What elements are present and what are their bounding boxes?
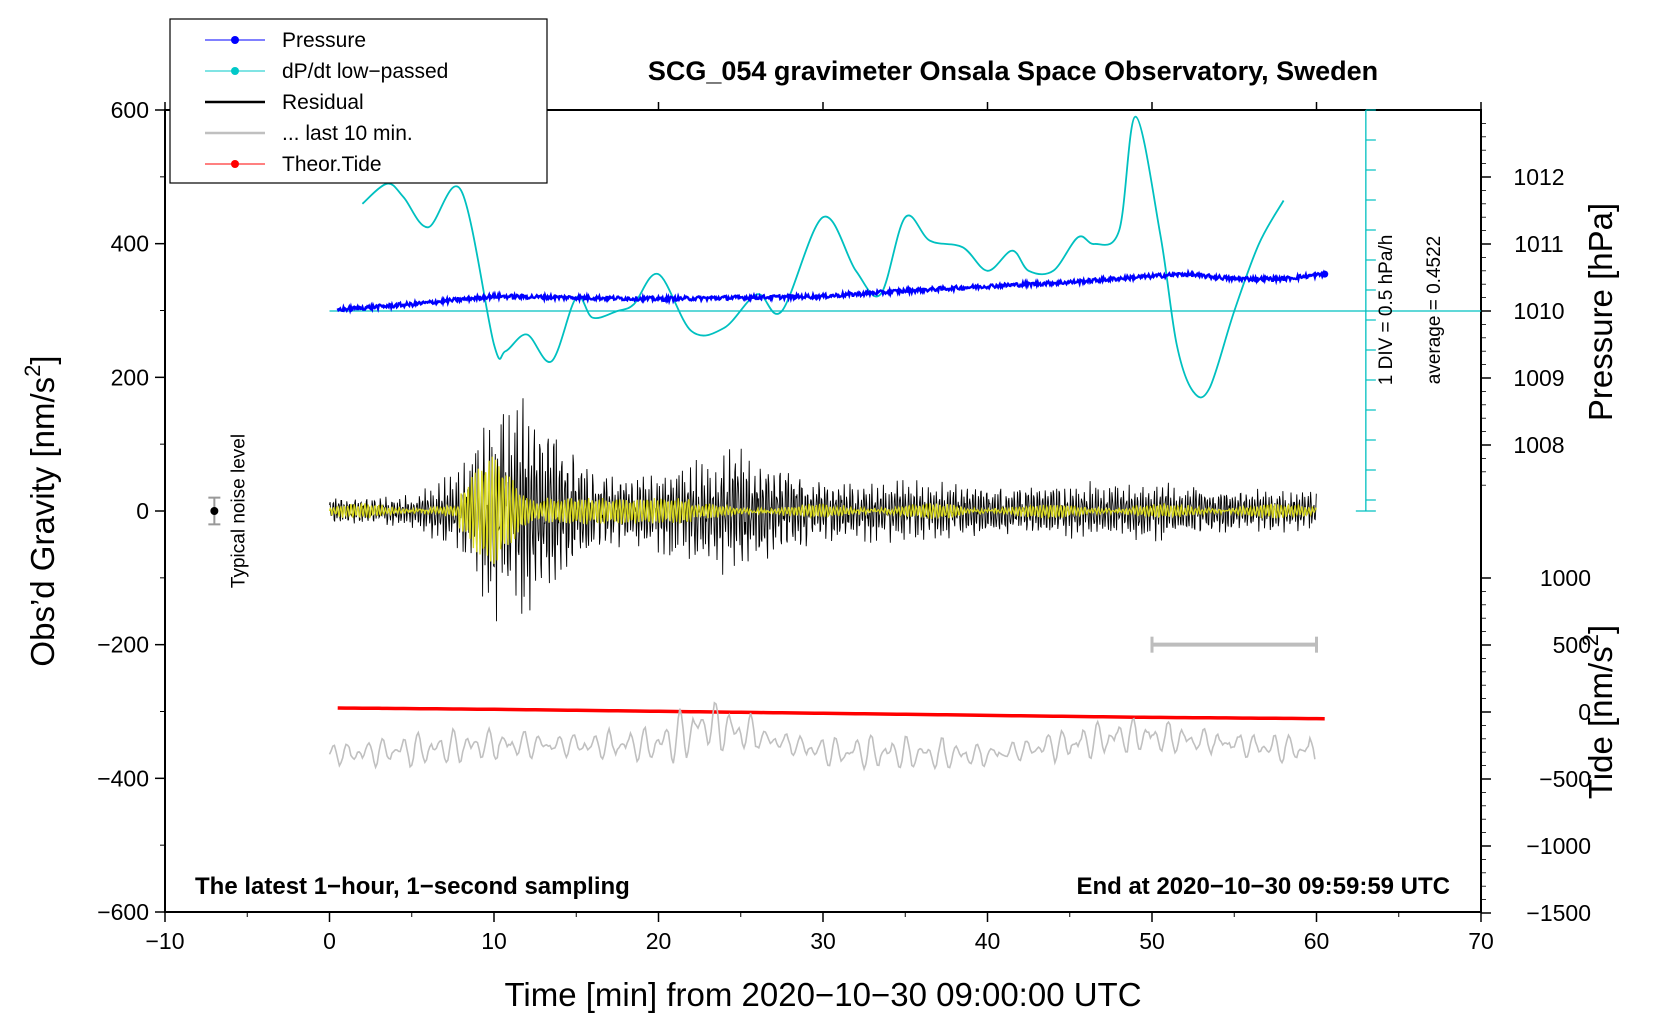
legend-marker bbox=[231, 36, 239, 44]
y-axis-left: −600 −400 −200 0 200 400 600 bbox=[97, 97, 165, 925]
bottom-left-note: The latest 1−hour, 1−second sampling bbox=[195, 873, 630, 900]
pressure-tick-label: 1011 bbox=[1514, 231, 1563, 257]
ylabel-left-sup: 2 bbox=[20, 365, 45, 377]
legend: Pressure dP/dt low−passed Residual ... last… bbox=[169, 18, 548, 184]
pressure-tick-label: 1010 bbox=[1513, 298, 1564, 324]
pressure-axis: 1008 1009 1010 1011 1012 bbox=[1480, 110, 1565, 492]
noise-label: Typical noise level bbox=[228, 434, 249, 588]
pressure-endpoint bbox=[1321, 270, 1329, 278]
series-dpdt bbox=[361, 115, 1285, 399]
pressure-tick-label: 1012 bbox=[1513, 164, 1564, 190]
series-pressure bbox=[336, 268, 1326, 315]
x-tick-label: −10 bbox=[145, 928, 184, 954]
x-axis-title: Time [min] from 2020−10−30 09:00:00 UTC bbox=[504, 976, 1141, 1013]
legend-marker bbox=[231, 160, 239, 168]
legend-marker bbox=[231, 67, 239, 75]
series-residual bbox=[329, 398, 1317, 622]
average-label: average = 0.4522 bbox=[1424, 236, 1445, 384]
pressure-tick-label: 1008 bbox=[1513, 432, 1564, 458]
legend-label: ... last 10 min. bbox=[282, 122, 413, 145]
y-tick-label: 400 bbox=[111, 231, 149, 257]
x-tick-label: 20 bbox=[646, 928, 672, 954]
legend-label: dP/dt low−passed bbox=[282, 60, 448, 83]
x-tick-label: 70 bbox=[1468, 928, 1494, 954]
y-tick-label: −200 bbox=[97, 632, 149, 658]
x-tick-label: 40 bbox=[975, 928, 1001, 954]
series-layer bbox=[328, 115, 1329, 772]
bottom-right-note: End at 2020−10−30 09:59:59 UTC bbox=[1076, 873, 1450, 900]
y-tick-label: 0 bbox=[136, 498, 149, 524]
tide-tick-label: 1000 bbox=[1540, 565, 1591, 591]
pressure-tick-label: 1009 bbox=[1513, 365, 1564, 391]
x-tick-label: 30 bbox=[810, 928, 836, 954]
x-tick-label: 50 bbox=[1139, 928, 1165, 954]
x-tick-label: 10 bbox=[481, 928, 507, 954]
annotations: Typical noise level bbox=[208, 434, 1318, 653]
tide-tick-label: 0 bbox=[1578, 699, 1591, 725]
x-axis: −10 0 10 20 30 40 50 60 70 bbox=[145, 102, 1494, 954]
tide-axis-title: Tide [nm/s2] bbox=[1578, 625, 1619, 799]
pressure-axis-title: Pressure [hPa] bbox=[1582, 203, 1619, 421]
ylabel-right-sup: 2 bbox=[1578, 634, 1603, 646]
x-tick-label: 60 bbox=[1304, 928, 1330, 954]
dpdt-scale-label: 1 DIV = 0.5 hPa/h bbox=[1376, 235, 1397, 386]
y-tick-label: 200 bbox=[111, 364, 149, 390]
tide-tick-label: 500 bbox=[1553, 632, 1591, 658]
x-tick-label: 0 bbox=[323, 928, 336, 954]
y-axis-title-left: Obs’d Gravity [nm/s2] bbox=[20, 355, 61, 666]
series-last-10-min bbox=[328, 701, 1316, 772]
y-tick-label: 600 bbox=[111, 97, 149, 123]
series-theor-tide bbox=[337, 706, 1325, 721]
legend-label: Theor.Tide bbox=[282, 153, 382, 176]
chart-title: SCG_054 gravimeter Onsala Space Observat… bbox=[648, 56, 1378, 86]
series-residual-lowpass bbox=[328, 456, 1317, 564]
legend-label: Pressure bbox=[282, 29, 366, 52]
tide-tick-label: −1000 bbox=[1526, 833, 1591, 859]
y-tick-label: −600 bbox=[97, 899, 149, 925]
tide-tick-label: −500 bbox=[1539, 766, 1591, 792]
legend-label: Residual bbox=[282, 91, 364, 114]
y-tick-label: −400 bbox=[97, 765, 149, 791]
tide-tick-label: −1500 bbox=[1526, 900, 1591, 926]
tide-axis: −1500 −1000 −500 0 500 1000 bbox=[1481, 565, 1591, 926]
dpdt-scale: 1 DIV = 0.5 hPa/h average = 0.4522 bbox=[329, 109, 1481, 512]
noise-point bbox=[210, 507, 219, 515]
